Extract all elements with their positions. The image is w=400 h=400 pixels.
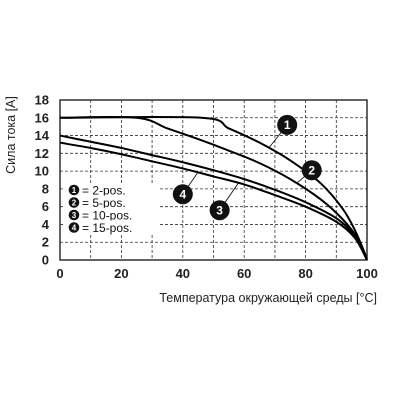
x-tick-label: 80 <box>298 266 312 281</box>
x-tick-label: 60 <box>237 266 251 281</box>
x-tick-label: 40 <box>176 266 190 281</box>
legend-badge-number: 4 <box>72 224 77 233</box>
callout-badge <box>209 200 230 221</box>
callout-badge-number: 2 <box>308 164 315 178</box>
y-tick-label: 16 <box>35 110 49 125</box>
y-tick-label: 2 <box>42 235 49 250</box>
callout-badge-number: 3 <box>216 204 223 218</box>
legend-entry-bg <box>64 220 158 234</box>
legend-badge <box>68 209 80 221</box>
y-tick-label: 10 <box>35 164 49 179</box>
y-tick-label: 18 <box>35 93 49 108</box>
callout-badge <box>277 114 298 135</box>
legend-badge <box>68 184 80 196</box>
series-line-4 <box>59 141 368 261</box>
series-lines <box>59 115 368 261</box>
x-tick-label: 0 <box>56 266 63 281</box>
legend-badge-number: 3 <box>72 211 77 220</box>
series-line-3 <box>59 134 368 261</box>
y-tick-label: 8 <box>42 181 49 196</box>
legend-entry-label: = 5-pos. <box>82 196 126 210</box>
callout-badge-number: 1 <box>284 118 291 132</box>
series-line-2 <box>59 115 368 261</box>
legend-entry-label: = 2-pos. <box>82 183 126 197</box>
y-tick-label: 4 <box>42 217 50 232</box>
y-tick-label: 6 <box>42 199 49 214</box>
annotations: 1 2 4 3 <box>172 114 322 221</box>
legend-badge-number: 2 <box>72 199 77 208</box>
y-tick-label: 0 <box>42 253 49 268</box>
legend-badge <box>68 197 80 208</box>
plot-frame <box>59 99 368 261</box>
x-tick-label: 20 <box>114 266 128 281</box>
callout-badge-number: 4 <box>179 188 186 202</box>
legend-entry-bg <box>64 195 158 209</box>
y-tick-label: 12 <box>35 146 49 161</box>
legend-entry-bg <box>64 208 158 221</box>
legend-entry-bg <box>64 183 158 196</box>
x-tick-label: 100 <box>356 266 378 281</box>
legend-badge <box>68 222 80 233</box>
legend-badge-number: 1 <box>72 186 77 195</box>
y-tick-label: 14 <box>35 128 50 143</box>
x-axis-label: Температура окружающей среды [°C] <box>159 291 377 305</box>
legend: 1 = 2-pos. 2 = 5-pos. 3 = 10-pos. 4 = 15-pos. <box>64 183 158 235</box>
legend-entry-label: = 15-pos. <box>82 221 132 235</box>
callout-badge <box>301 160 322 181</box>
legend-entry-label: = 10-pos. <box>82 208 132 222</box>
y-axis-label: Сила тока [A] <box>4 96 18 174</box>
grid <box>59 99 368 261</box>
callout-badge <box>172 184 193 205</box>
